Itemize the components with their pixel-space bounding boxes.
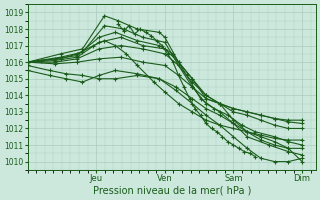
X-axis label: Pression niveau de la mer( hPa ): Pression niveau de la mer( hPa ) xyxy=(92,186,251,196)
